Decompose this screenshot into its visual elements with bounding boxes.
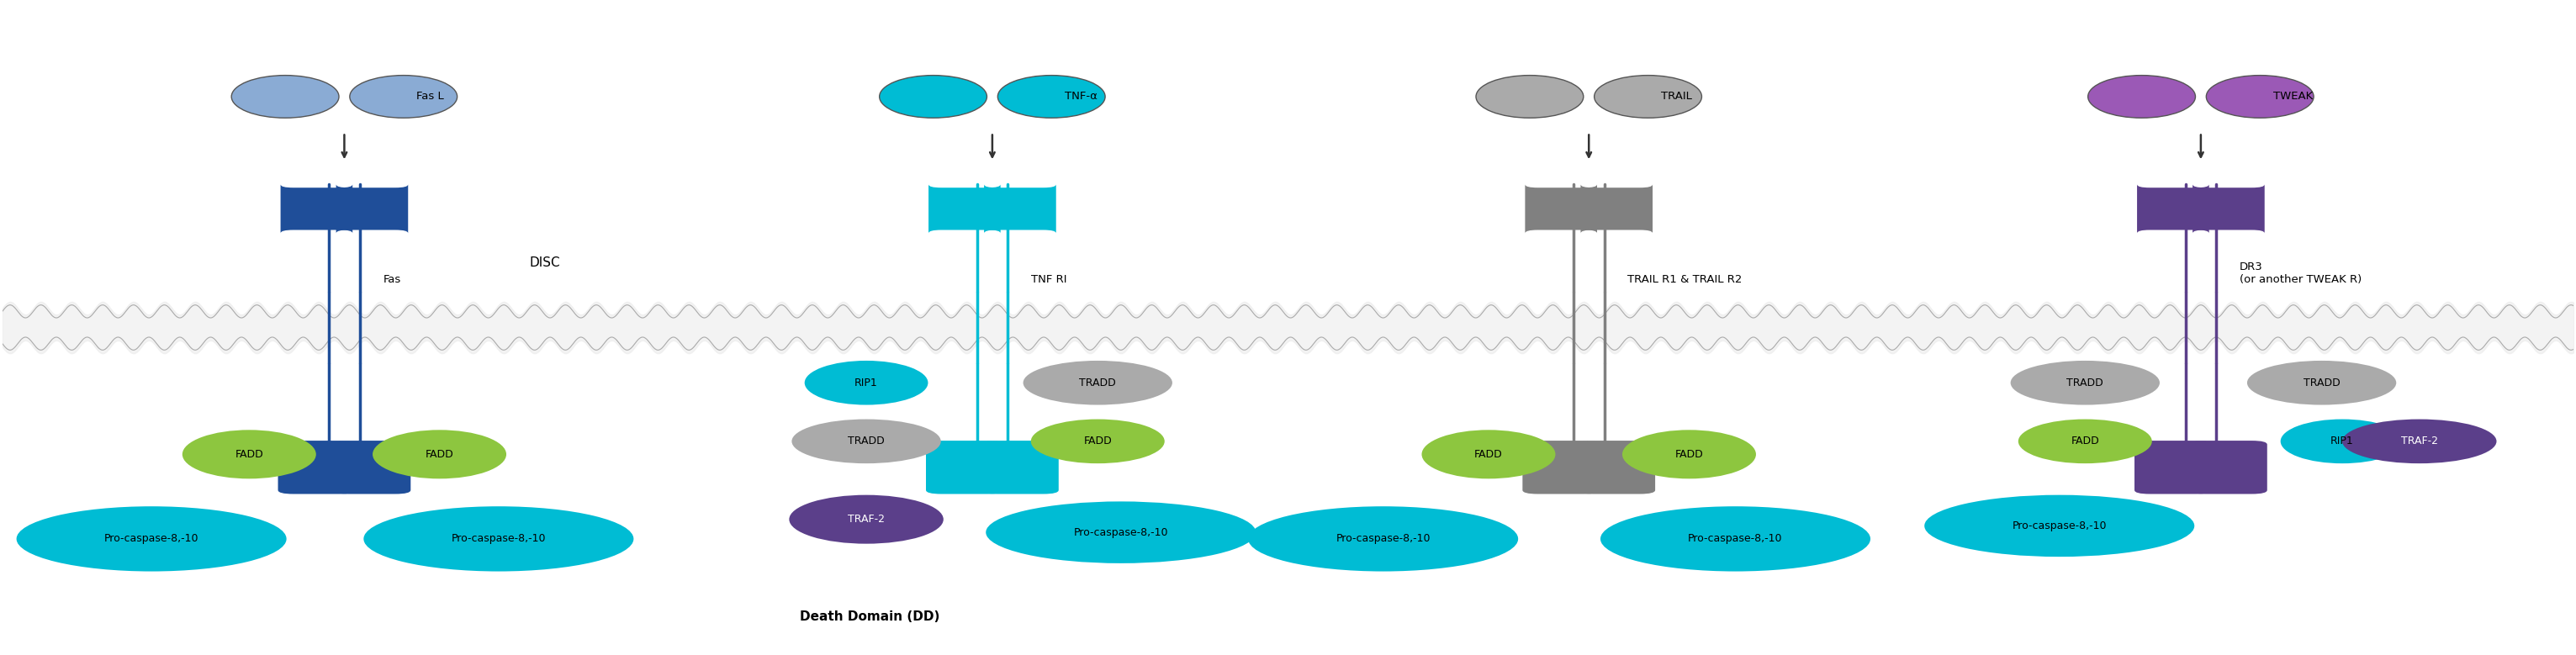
Text: Pro-caspase-8,-10: Pro-caspase-8,-10 (2012, 520, 2107, 531)
Text: Pro-caspase-8,-10: Pro-caspase-8,-10 (1074, 527, 1167, 538)
FancyBboxPatch shape (1525, 185, 1597, 233)
Ellipse shape (363, 506, 634, 571)
Text: Fas L: Fas L (417, 91, 443, 102)
Text: Fas: Fas (384, 274, 402, 285)
Ellipse shape (1924, 495, 2195, 557)
Text: TNF RI: TNF RI (1030, 274, 1066, 285)
Text: TRADD: TRADD (2303, 377, 2339, 388)
Ellipse shape (2017, 419, 2151, 464)
Ellipse shape (1623, 430, 1757, 479)
Text: Pro-caspase-8,-10: Pro-caspase-8,-10 (1337, 533, 1430, 544)
Ellipse shape (1249, 506, 1517, 571)
Ellipse shape (350, 75, 456, 118)
FancyBboxPatch shape (981, 441, 1059, 494)
Text: RIP1: RIP1 (855, 377, 878, 388)
Text: FADD: FADD (1473, 449, 1502, 460)
Text: FADD: FADD (425, 449, 453, 460)
Text: RIP1: RIP1 (2331, 436, 2354, 447)
Text: TWEAK: TWEAK (2272, 91, 2313, 102)
FancyBboxPatch shape (984, 185, 1056, 233)
Ellipse shape (1023, 361, 1172, 405)
FancyBboxPatch shape (335, 185, 407, 233)
Text: FADD: FADD (234, 449, 263, 460)
Text: Death Domain (DD): Death Domain (DD) (799, 610, 940, 623)
FancyBboxPatch shape (281, 185, 353, 233)
Ellipse shape (987, 502, 1257, 563)
FancyBboxPatch shape (2190, 441, 2267, 494)
Text: DR3
(or another TWEAK R): DR3 (or another TWEAK R) (2239, 262, 2362, 285)
Ellipse shape (1600, 506, 1870, 571)
Ellipse shape (997, 75, 1105, 118)
Text: TRAIL: TRAIL (1662, 91, 1692, 102)
Text: TRADD: TRADD (848, 436, 884, 447)
Ellipse shape (791, 419, 940, 464)
Text: TNF-α: TNF-α (1064, 91, 1097, 102)
Text: Pro-caspase-8,-10: Pro-caspase-8,-10 (103, 533, 198, 544)
Ellipse shape (804, 361, 927, 405)
Text: Pro-caspase-8,-10: Pro-caspase-8,-10 (1687, 533, 1783, 544)
Text: TRADD: TRADD (1079, 377, 1115, 388)
Text: TRAIL R1 & TRAIL R2: TRAIL R1 & TRAIL R2 (1628, 274, 1741, 285)
Text: TRADD: TRADD (2066, 377, 2105, 388)
Ellipse shape (2205, 75, 2313, 118)
Ellipse shape (1476, 75, 1584, 118)
Text: TRAF-2: TRAF-2 (848, 514, 884, 525)
Ellipse shape (1422, 430, 1556, 479)
FancyBboxPatch shape (1522, 441, 1600, 494)
FancyBboxPatch shape (278, 441, 355, 494)
Ellipse shape (232, 75, 340, 118)
FancyBboxPatch shape (332, 441, 410, 494)
Text: TRAF-2: TRAF-2 (2401, 436, 2437, 447)
FancyBboxPatch shape (2192, 185, 2264, 233)
Ellipse shape (183, 430, 317, 479)
Ellipse shape (878, 75, 987, 118)
Text: FADD: FADD (1084, 436, 1113, 447)
Ellipse shape (1030, 419, 1164, 464)
FancyBboxPatch shape (925, 441, 1002, 494)
Text: DISC: DISC (531, 256, 559, 269)
Ellipse shape (2280, 419, 2403, 464)
FancyBboxPatch shape (1579, 441, 1656, 494)
FancyBboxPatch shape (1582, 185, 1654, 233)
Ellipse shape (2342, 419, 2496, 464)
FancyBboxPatch shape (2136, 441, 2213, 494)
Ellipse shape (2089, 75, 2195, 118)
Text: Pro-caspase-8,-10: Pro-caspase-8,-10 (451, 533, 546, 544)
Text: FADD: FADD (1674, 449, 1703, 460)
Ellipse shape (15, 506, 286, 571)
Ellipse shape (2009, 361, 2159, 405)
Ellipse shape (2246, 361, 2396, 405)
Ellipse shape (788, 495, 943, 544)
Ellipse shape (374, 430, 507, 479)
FancyBboxPatch shape (927, 185, 999, 233)
Ellipse shape (1595, 75, 1703, 118)
Text: FADD: FADD (2071, 436, 2099, 447)
FancyBboxPatch shape (2138, 185, 2210, 233)
